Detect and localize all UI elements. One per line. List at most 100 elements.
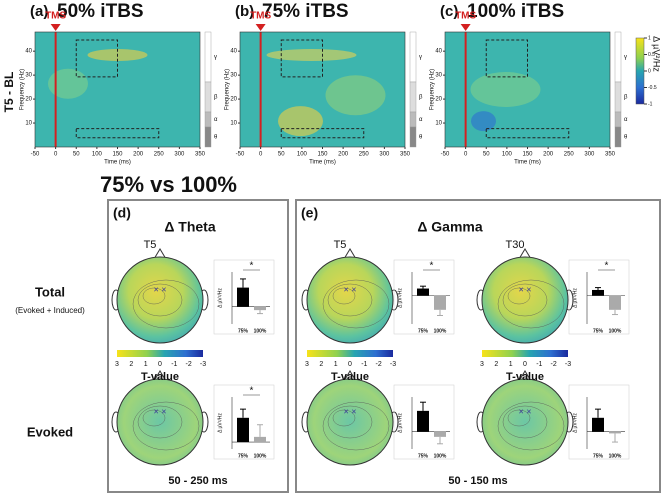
tvalue-label: T-value <box>331 371 369 383</box>
significance: * <box>605 261 609 272</box>
bar <box>417 288 429 296</box>
tms-label: TMS <box>250 11 271 22</box>
y-tick-label: 10 <box>435 121 442 127</box>
band-bar <box>409 111 417 128</box>
tvalue-tick-label: -3 <box>200 361 206 368</box>
contour <box>507 409 531 427</box>
x-tick-label: 300 <box>379 152 390 158</box>
y-tick-label: 40 <box>230 49 237 55</box>
section-title: Δ Theta <box>164 219 216 235</box>
row-sublabel: (Evoked + Induced) <box>15 306 85 315</box>
heatmap-region <box>470 72 541 107</box>
x-tick-label: 150 <box>112 152 123 158</box>
significance: * <box>430 261 434 272</box>
section-label: (e) <box>301 205 318 221</box>
y-axis-label: Δ µV²/Hz <box>572 413 578 433</box>
x-axis-label: Time (ms) <box>309 160 336 166</box>
row-label: T5 - BL <box>2 72 16 113</box>
bar <box>434 295 446 310</box>
contour <box>497 401 565 451</box>
y-tick-label: 40 <box>25 49 32 55</box>
x-tick-label: 100 <box>92 152 103 158</box>
tvalue-tick-label: -2 <box>551 361 557 368</box>
x-tick-label: 100 <box>502 152 513 158</box>
band-label: θ <box>624 135 628 141</box>
x-tick-label: 75% <box>593 453 604 459</box>
band-bar <box>204 111 212 128</box>
y-axis-label: Δ µV²/Hz <box>397 288 403 308</box>
band-bar <box>614 31 622 83</box>
tvalue-tick-label: 2 <box>319 361 323 368</box>
tvalue-tick-label: 0 <box>158 361 162 368</box>
tvalue-colorbar <box>482 350 568 357</box>
topo-title: T5 <box>334 239 347 251</box>
y-axis-label: Frequency (Hz) <box>20 69 26 110</box>
colorbar-label: Δ µV²/Hz <box>652 36 662 72</box>
contour <box>497 279 565 329</box>
contour <box>142 409 166 427</box>
y-tick-label: 10 <box>230 121 237 127</box>
roi-box <box>485 39 528 78</box>
panel-label: (c) <box>440 3 458 20</box>
roi-box <box>280 128 365 139</box>
band-bar <box>204 126 212 148</box>
y-tick-label: 30 <box>435 73 442 79</box>
x-tick-label: 75% <box>593 328 604 334</box>
contour <box>137 405 183 439</box>
x-tick-label: 50 <box>73 152 80 158</box>
contour <box>137 283 183 317</box>
significance: * <box>250 261 254 272</box>
tvalue-label: T-value <box>141 371 179 383</box>
electrode-markers: × × <box>343 284 356 294</box>
x-tick-label: -50 <box>441 152 450 158</box>
tvalue-tick-label: -2 <box>186 361 192 368</box>
significance: * <box>250 386 254 397</box>
x-tick-label: 150 <box>317 152 328 158</box>
contour <box>327 405 373 439</box>
x-tick-label: 50 <box>278 152 285 158</box>
band-label: α <box>419 117 423 123</box>
band-label: θ <box>419 135 423 141</box>
tvalue-tick-label: 3 <box>305 361 309 368</box>
band-label: β <box>214 95 218 101</box>
x-tick-label: 50 <box>483 152 490 158</box>
contour <box>132 401 200 451</box>
topomap <box>116 378 204 466</box>
tvalue-tick-label: -1 <box>536 361 542 368</box>
section-label: (d) <box>113 205 131 221</box>
x-axis-label: Time (ms) <box>514 160 541 166</box>
bar <box>417 410 429 432</box>
bar <box>254 306 266 311</box>
panel-title: 75% iTBS <box>262 1 349 22</box>
x-tick-label: 300 <box>584 152 595 158</box>
heatmap-region <box>48 68 88 99</box>
tvalue-tick-label: -3 <box>565 361 571 368</box>
tvalue-tick-label: -2 <box>376 361 382 368</box>
tvalue-tick-label: 1 <box>144 361 148 368</box>
heatmap-region <box>266 49 357 61</box>
y-axis-label: Frequency (Hz) <box>430 69 436 110</box>
tms-marker <box>50 24 61 31</box>
chart-frame <box>213 259 275 335</box>
tvalue-label: T-value <box>506 371 544 383</box>
tms-label: TMS <box>455 11 476 22</box>
section-box <box>295 199 661 493</box>
electrode-markers: × × <box>153 284 166 294</box>
colorbar-tick-label: 0 <box>648 68 651 74</box>
window: 50 - 150 ms <box>448 475 507 487</box>
topomap <box>481 256 569 344</box>
contour <box>142 287 166 305</box>
y-tick-label: 20 <box>25 97 32 103</box>
chart-frame <box>393 384 455 460</box>
band-bar <box>614 111 622 128</box>
bar <box>609 295 621 310</box>
tvalue-tick-label: 0 <box>523 361 527 368</box>
topomap <box>116 256 204 344</box>
band-bar <box>409 31 417 83</box>
tvalue-tick-label: 2 <box>129 361 133 368</box>
band-label: α <box>214 117 218 123</box>
roi-box <box>75 39 118 78</box>
x-tick-label: 75% <box>238 453 249 459</box>
band-bar <box>614 81 622 113</box>
x-tick-label: 250 <box>359 152 370 158</box>
